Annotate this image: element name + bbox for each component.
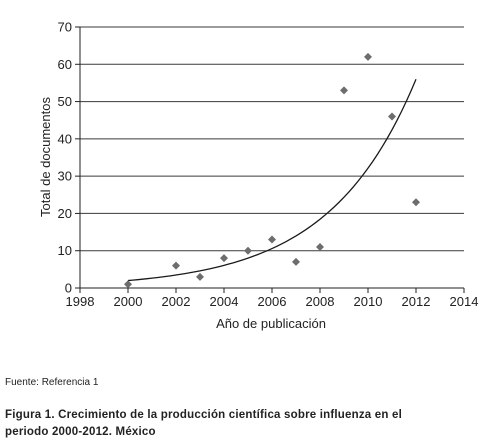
data-point-2007 [292, 257, 300, 266]
y-tick-label-7: 70 [58, 20, 72, 35]
x-tick-label-1: 2000 [114, 294, 143, 309]
figure-caption: Figura 1. Crecimiento de la producción c… [5, 407, 483, 441]
y-tick-label-4: 40 [58, 131, 72, 146]
trendline [127, 78, 417, 282]
y-tick-label-1: 10 [58, 243, 72, 258]
y-tick-label-0: 0 [65, 281, 72, 296]
y-axis-title: Total de documentos [38, 97, 53, 217]
x-axis-title: Año de publicación [216, 316, 326, 331]
x-tick-label-7: 2012 [402, 294, 431, 309]
caption-line-1: Figura 1. Crecimiento de la producción c… [5, 409, 402, 421]
data-points [124, 52, 420, 289]
x-tick-label-4: 2006 [258, 294, 287, 309]
x-tick-label-6: 2010 [354, 294, 383, 309]
x-tick-label-8: 2014 [450, 294, 479, 309]
x-tick-label-2: 2002 [162, 294, 191, 309]
y-tick-label-6: 60 [58, 57, 72, 72]
gridlines [80, 26, 464, 252]
data-point-2009 [340, 86, 348, 95]
data-point-2002 [172, 261, 180, 270]
y-tick-label-3: 30 [58, 169, 72, 184]
source-note: Fuente: Referencia 1 [5, 377, 99, 388]
data-point-2008 [316, 242, 324, 251]
data-point-2000 [124, 280, 132, 289]
y-axis-ticks: 0 10 20 30 40 50 60 70 [58, 20, 80, 296]
caption-line-2: periodo 2000-2012. México [5, 426, 156, 438]
scatter-chart: 1998 2000 2002 2004 2006 2008 2010 2012 2014 0 10… [38, 20, 479, 332]
data-point-2010 [364, 52, 372, 61]
x-tick-label-5: 2008 [306, 294, 335, 309]
data-point-2012 [412, 198, 420, 207]
x-tick-label-3: 2004 [210, 294, 239, 309]
data-point-2005 [244, 246, 252, 255]
data-point-2004 [220, 254, 228, 263]
x-axis-ticks: 1998 2000 2002 2004 2006 2008 2010 2012 2014 [66, 288, 479, 309]
trendline-group [127, 78, 417, 282]
data-point-2006 [268, 235, 276, 244]
data-point-2011 [388, 112, 396, 121]
y-tick-label-5: 50 [58, 94, 72, 109]
y-tick-label-2: 20 [58, 206, 72, 221]
data-point-2003 [196, 272, 204, 281]
x-tick-label-0: 1998 [66, 294, 95, 309]
